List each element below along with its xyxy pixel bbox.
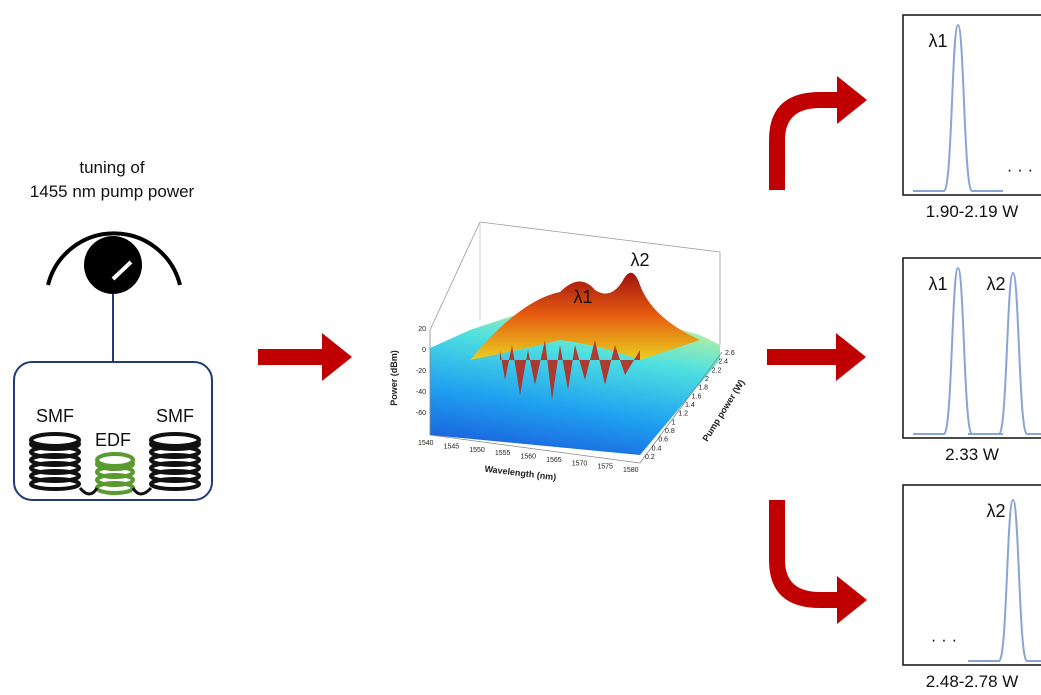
x-tick-label: 1560: [521, 454, 537, 461]
arrow: [837, 576, 867, 624]
arrow: [837, 76, 867, 124]
arrow: [836, 333, 866, 381]
spool-turn: [31, 479, 79, 489]
x-tick-label: 1545: [444, 443, 460, 450]
z-tick-label: 2.6: [725, 350, 735, 357]
spool-top: [151, 434, 199, 446]
spool-turn: [151, 479, 199, 489]
z-tick-label: 0.8: [665, 428, 675, 435]
peak-label: λ2: [986, 501, 1005, 521]
arrow: [767, 349, 841, 365]
y-tick-label: 20: [418, 326, 426, 333]
peak-label: λ1: [573, 287, 592, 307]
spool-turn: [97, 483, 133, 493]
panel-caption: 2.48-2.78 W: [926, 672, 1019, 691]
z-tick-label: 0.6: [658, 437, 668, 444]
y-tick-label: 0: [422, 347, 426, 354]
x-tick-label: 1565: [546, 457, 562, 464]
z-tick-label: 1: [672, 419, 676, 426]
z-tick-label: 2.2: [712, 367, 722, 374]
axis-title: Wavelength (nm): [484, 464, 557, 483]
ellipsis: · · ·: [1007, 160, 1033, 179]
spectrum-panel: [903, 485, 1041, 665]
z-tick-label: 2: [705, 376, 709, 383]
peak-label: λ1: [928, 274, 947, 294]
panel-caption: 1.90-2.19 W: [926, 202, 1019, 221]
z-tick-label: 1.8: [698, 385, 708, 392]
arrow: [769, 500, 842, 608]
surface-plot: λ1 λ2 Power (dBm) Wavelength (nm) Pump p…: [389, 222, 747, 482]
z-tick-label: 1.2: [678, 411, 688, 418]
peak-label: λ1: [928, 31, 947, 51]
tuning-label: 1455 nm pump power: [30, 182, 195, 201]
x-tick-label: 1570: [572, 460, 588, 467]
z-tick-label: 2.4: [718, 359, 728, 366]
arrow: [258, 349, 328, 365]
spool-top: [97, 454, 133, 466]
axis-title: Power (dBm): [389, 350, 399, 406]
diagram: tuning of 1455 nm pump power SMF EDF SMF…: [0, 0, 1041, 695]
fiber-label: SMF: [36, 406, 74, 426]
ellipsis: · · ·: [931, 630, 957, 649]
y-tick-label: -60: [416, 410, 426, 417]
spool-top: [31, 434, 79, 446]
x-tick-label: 1540: [418, 440, 434, 447]
fiber-label: SMF: [156, 406, 194, 426]
tuning-label: tuning of: [79, 158, 144, 177]
z-tick-label: 1.4: [685, 402, 695, 409]
z-tick-label: 0.4: [652, 445, 662, 452]
knob[interactable]: [84, 236, 142, 294]
panels: λ1 · · · 1.90-2.19 W λ1 λ2 2.33 W λ2 · · · 2.48-…: [903, 15, 1041, 691]
page: tuning of 1455 nm pump power SMF EDF SMF…: [0, 0, 1041, 695]
z-tick-label: 0.2: [645, 454, 655, 461]
x-tick-label: 1550: [469, 447, 485, 454]
x-tick-label: 1580: [623, 467, 639, 474]
x-tick-label: 1555: [495, 450, 511, 457]
spectrum-panel: [903, 258, 1041, 438]
arrow: [322, 333, 352, 381]
z-tick-label: 1.6: [692, 393, 702, 400]
y-tick-label: -20: [416, 368, 426, 375]
fiber-label: EDF: [95, 430, 131, 450]
peak-label: λ2: [986, 274, 1005, 294]
panel-caption: 2.33 W: [945, 445, 999, 464]
x-tick-label: 1575: [597, 464, 613, 471]
arrow: [769, 92, 842, 190]
y-tick-label: -40: [416, 389, 426, 396]
peak-label: λ2: [630, 250, 649, 270]
